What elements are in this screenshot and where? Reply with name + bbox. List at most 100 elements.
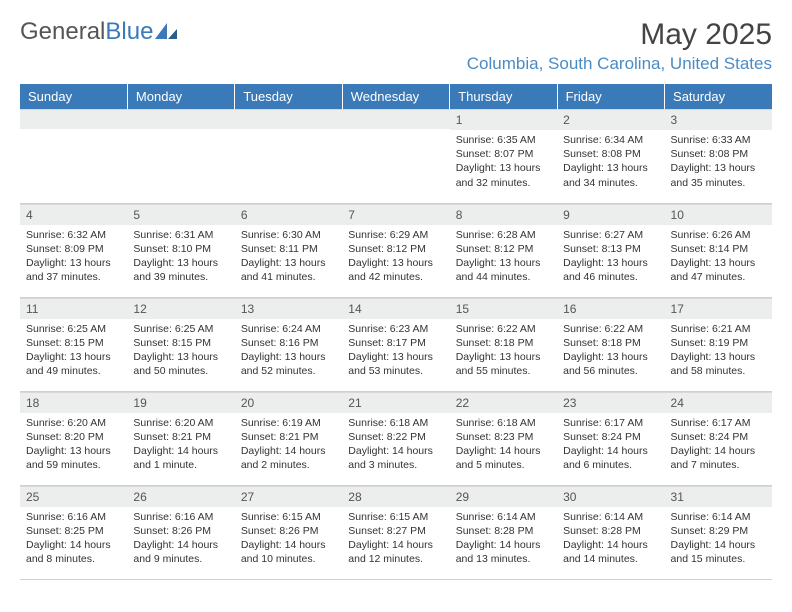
day-number: 16: [557, 298, 664, 319]
daylight-line: Daylight: 13 hours and 47 minutes.: [671, 256, 766, 284]
day-cell: 22Sunrise: 6:18 AMSunset: 8:23 PMDayligh…: [450, 391, 557, 485]
sunset-line: Sunset: 8:12 PM: [456, 242, 551, 256]
day-cell: [235, 109, 342, 203]
day-body: Sunrise: 6:16 AMSunset: 8:26 PMDaylight:…: [127, 507, 234, 573]
day-cell: 14Sunrise: 6:23 AMSunset: 8:17 PMDayligh…: [342, 297, 449, 391]
dow-header: Sunday: [20, 84, 127, 109]
daylight-line: Daylight: 13 hours and 55 minutes.: [456, 350, 551, 378]
sunset-line: Sunset: 8:16 PM: [241, 336, 336, 350]
day-number: 24: [665, 392, 772, 413]
sunset-line: Sunset: 8:28 PM: [563, 524, 658, 538]
daylight-line: Daylight: 14 hours and 12 minutes.: [348, 538, 443, 566]
day-body: Sunrise: 6:25 AMSunset: 8:15 PMDaylight:…: [127, 319, 234, 385]
daylight-line: Daylight: 13 hours and 44 minutes.: [456, 256, 551, 284]
sunset-line: Sunset: 8:10 PM: [133, 242, 228, 256]
sunrise-line: Sunrise: 6:18 AM: [348, 416, 443, 430]
sunset-line: Sunset: 8:19 PM: [671, 336, 766, 350]
day-cell: 31Sunrise: 6:14 AMSunset: 8:29 PMDayligh…: [665, 485, 772, 579]
sunset-line: Sunset: 8:11 PM: [241, 242, 336, 256]
week-row: 25Sunrise: 6:16 AMSunset: 8:25 PMDayligh…: [20, 485, 772, 579]
day-number: 6: [235, 204, 342, 225]
sunset-line: Sunset: 8:09 PM: [26, 242, 121, 256]
day-cell: 29Sunrise: 6:14 AMSunset: 8:28 PMDayligh…: [450, 485, 557, 579]
day-cell: 12Sunrise: 6:25 AMSunset: 8:15 PMDayligh…: [127, 297, 234, 391]
daylight-line: Daylight: 13 hours and 52 minutes.: [241, 350, 336, 378]
day-body: Sunrise: 6:27 AMSunset: 8:13 PMDaylight:…: [557, 225, 664, 291]
sunrise-line: Sunrise: 6:18 AM: [456, 416, 551, 430]
day-number: 5: [127, 204, 234, 225]
day-number: 26: [127, 486, 234, 507]
sunset-line: Sunset: 8:12 PM: [348, 242, 443, 256]
day-body: Sunrise: 6:21 AMSunset: 8:19 PMDaylight:…: [665, 319, 772, 385]
day-number: 17: [665, 298, 772, 319]
month-title: May 2025: [467, 18, 772, 52]
sunrise-line: Sunrise: 6:15 AM: [241, 510, 336, 524]
day-number: 23: [557, 392, 664, 413]
sunrise-line: Sunrise: 6:15 AM: [348, 510, 443, 524]
day-body: Sunrise: 6:22 AMSunset: 8:18 PMDaylight:…: [557, 319, 664, 385]
day-body: Sunrise: 6:20 AMSunset: 8:21 PMDaylight:…: [127, 413, 234, 479]
day-cell: 13Sunrise: 6:24 AMSunset: 8:16 PMDayligh…: [235, 297, 342, 391]
sunset-line: Sunset: 8:08 PM: [671, 147, 766, 161]
sunset-line: Sunset: 8:27 PM: [348, 524, 443, 538]
daylight-line: Daylight: 13 hours and 39 minutes.: [133, 256, 228, 284]
day-body: Sunrise: 6:32 AMSunset: 8:09 PMDaylight:…: [20, 225, 127, 291]
dow-row: SundayMondayTuesdayWednesdayThursdayFrid…: [20, 84, 772, 109]
day-number: 15: [450, 298, 557, 319]
sunrise-line: Sunrise: 6:19 AM: [241, 416, 336, 430]
day-number: 12: [127, 298, 234, 319]
day-number: 10: [665, 204, 772, 225]
day-number: 9: [557, 204, 664, 225]
sunrise-line: Sunrise: 6:14 AM: [456, 510, 551, 524]
day-cell: 18Sunrise: 6:20 AMSunset: 8:20 PMDayligh…: [20, 391, 127, 485]
day-cell: [342, 109, 449, 203]
sunset-line: Sunset: 8:25 PM: [26, 524, 121, 538]
day-body: Sunrise: 6:15 AMSunset: 8:27 PMDaylight:…: [342, 507, 449, 573]
daylight-line: Daylight: 13 hours and 56 minutes.: [563, 350, 658, 378]
sunrise-line: Sunrise: 6:30 AM: [241, 228, 336, 242]
day-body: Sunrise: 6:26 AMSunset: 8:14 PMDaylight:…: [665, 225, 772, 291]
daylight-line: Daylight: 13 hours and 41 minutes.: [241, 256, 336, 284]
sunrise-line: Sunrise: 6:34 AM: [563, 133, 658, 147]
empty-day: [20, 109, 127, 129]
sunrise-line: Sunrise: 6:14 AM: [563, 510, 658, 524]
day-cell: 9Sunrise: 6:27 AMSunset: 8:13 PMDaylight…: [557, 203, 664, 297]
day-number: 21: [342, 392, 449, 413]
sunset-line: Sunset: 8:24 PM: [563, 430, 658, 444]
day-cell: 21Sunrise: 6:18 AMSunset: 8:22 PMDayligh…: [342, 391, 449, 485]
daylight-line: Daylight: 14 hours and 6 minutes.: [563, 444, 658, 472]
day-cell: 3Sunrise: 6:33 AMSunset: 8:08 PMDaylight…: [665, 109, 772, 203]
daylight-line: Daylight: 13 hours and 58 minutes.: [671, 350, 766, 378]
daylight-line: Daylight: 14 hours and 10 minutes.: [241, 538, 336, 566]
sunrise-line: Sunrise: 6:25 AM: [133, 322, 228, 336]
sunset-line: Sunset: 8:21 PM: [133, 430, 228, 444]
day-body: Sunrise: 6:35 AMSunset: 8:07 PMDaylight:…: [450, 130, 557, 196]
dow-header: Saturday: [665, 84, 772, 109]
daylight-line: Daylight: 14 hours and 5 minutes.: [456, 444, 551, 472]
sunrise-line: Sunrise: 6:21 AM: [671, 322, 766, 336]
week-row: 1Sunrise: 6:35 AMSunset: 8:07 PMDaylight…: [20, 109, 772, 203]
sunset-line: Sunset: 8:24 PM: [671, 430, 766, 444]
day-number: 2: [557, 109, 664, 130]
sunrise-line: Sunrise: 6:32 AM: [26, 228, 121, 242]
dow-header: Monday: [127, 84, 234, 109]
day-number: 4: [20, 204, 127, 225]
sunset-line: Sunset: 8:22 PM: [348, 430, 443, 444]
daylight-line: Daylight: 13 hours and 34 minutes.: [563, 161, 658, 189]
day-body: Sunrise: 6:25 AMSunset: 8:15 PMDaylight:…: [20, 319, 127, 385]
day-number: 18: [20, 392, 127, 413]
title-block: May 2025 Columbia, South Carolina, Unite…: [467, 18, 772, 74]
logo-text: GeneralBlue: [20, 18, 153, 46]
calendar-body: 1Sunrise: 6:35 AMSunset: 8:07 PMDaylight…: [20, 109, 772, 579]
day-cell: 8Sunrise: 6:28 AMSunset: 8:12 PMDaylight…: [450, 203, 557, 297]
day-cell: 28Sunrise: 6:15 AMSunset: 8:27 PMDayligh…: [342, 485, 449, 579]
day-cell: 5Sunrise: 6:31 AMSunset: 8:10 PMDaylight…: [127, 203, 234, 297]
sunrise-line: Sunrise: 6:20 AM: [26, 416, 121, 430]
sunrise-line: Sunrise: 6:17 AM: [671, 416, 766, 430]
empty-day: [235, 109, 342, 129]
daylight-line: Daylight: 14 hours and 1 minute.: [133, 444, 228, 472]
week-row: 4Sunrise: 6:32 AMSunset: 8:09 PMDaylight…: [20, 203, 772, 297]
sunset-line: Sunset: 8:28 PM: [456, 524, 551, 538]
sunrise-line: Sunrise: 6:25 AM: [26, 322, 121, 336]
day-body: Sunrise: 6:18 AMSunset: 8:22 PMDaylight:…: [342, 413, 449, 479]
